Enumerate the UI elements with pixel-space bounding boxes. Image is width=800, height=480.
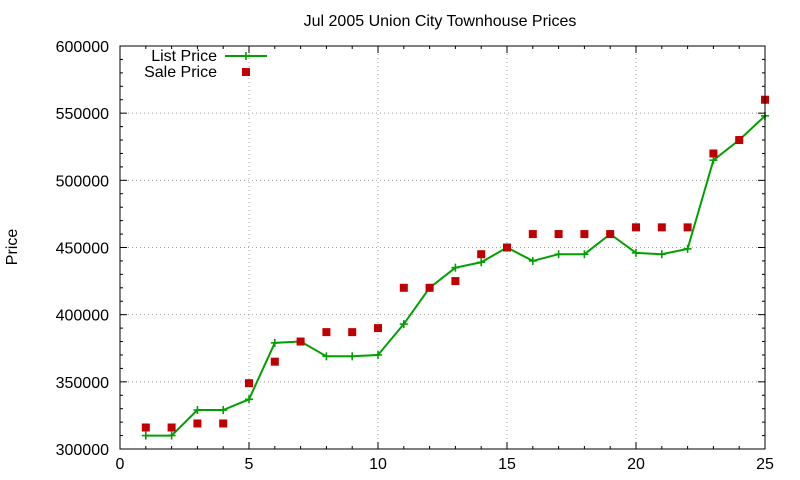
sale-price-point bbox=[374, 324, 382, 333]
list-price-point bbox=[141, 431, 150, 440]
sale-price-point bbox=[296, 337, 305, 346]
sale-price-point bbox=[606, 230, 615, 239]
grid-lines bbox=[120, 46, 765, 449]
sale-price-point bbox=[219, 419, 228, 428]
legend-sale-price-swatch bbox=[242, 68, 250, 76]
list-price-point bbox=[580, 250, 589, 259]
sale-price-point bbox=[425, 283, 434, 292]
y-tick-label: 500000 bbox=[56, 173, 109, 190]
list-price-line bbox=[145, 115, 766, 437]
sale-price-point bbox=[141, 423, 150, 432]
list-price-point bbox=[554, 250, 563, 259]
list-price-point bbox=[322, 352, 331, 361]
list-price-point bbox=[245, 395, 253, 404]
x-tick-label: 5 bbox=[245, 456, 254, 473]
x-tick-label: 0 bbox=[116, 456, 125, 473]
x-tick-label: 25 bbox=[756, 456, 774, 473]
legend-list-price-label: List Price bbox=[151, 48, 217, 65]
list-price-point bbox=[348, 352, 357, 361]
sale-price-point bbox=[167, 423, 176, 432]
series-layer bbox=[141, 95, 769, 440]
sale-price-point bbox=[503, 243, 511, 252]
y-tick-label: 600000 bbox=[56, 39, 109, 56]
sale-price-point bbox=[735, 136, 744, 145]
sale-price-point bbox=[683, 223, 692, 232]
list-price-point bbox=[477, 258, 486, 267]
list-price-point bbox=[528, 256, 537, 265]
sale-price-point bbox=[451, 277, 460, 286]
plot-frame bbox=[119, 45, 766, 450]
list-price-point bbox=[399, 320, 408, 329]
sale-price-point bbox=[348, 328, 357, 337]
y-tick-label: 300000 bbox=[56, 442, 109, 459]
sale-price-point bbox=[270, 357, 279, 366]
list-price-point bbox=[193, 406, 202, 415]
list-price-point bbox=[219, 406, 228, 415]
y-tick-label: 350000 bbox=[56, 375, 109, 392]
sale-price-point bbox=[528, 230, 537, 239]
x-tick-label: 15 bbox=[498, 456, 516, 473]
list-price-point bbox=[683, 244, 692, 253]
sale-price-point bbox=[709, 149, 718, 158]
y-axis-label: Price bbox=[4, 229, 21, 266]
list-price-point bbox=[374, 350, 382, 359]
sale-price-point bbox=[632, 223, 640, 232]
sale-price-point bbox=[399, 283, 408, 292]
y-tick-label: 550000 bbox=[56, 106, 109, 123]
sale-price-point bbox=[193, 419, 202, 428]
axis-ticks: 0 5 10 15 20 25 300000 350000 400000 450000 500000… bbox=[56, 39, 774, 473]
list-price-point bbox=[632, 248, 640, 257]
sale-price-point bbox=[322, 328, 331, 337]
list-price-point bbox=[657, 250, 666, 259]
sale-price-point bbox=[657, 223, 666, 232]
sale-price-point bbox=[580, 230, 589, 239]
x-tick-label: 20 bbox=[627, 456, 645, 473]
sale-price-point bbox=[554, 230, 563, 239]
sale-price-point bbox=[245, 379, 253, 388]
x-tick-label: 10 bbox=[369, 456, 387, 473]
y-tick-label: 400000 bbox=[56, 308, 109, 325]
list-price-point bbox=[709, 156, 718, 165]
chart-title: Jul 2005 Union City Townhouse Prices bbox=[304, 13, 577, 30]
sale-price-point bbox=[477, 250, 486, 259]
list-price-point bbox=[167, 431, 176, 440]
list-price-point bbox=[451, 263, 460, 272]
list-price-point bbox=[270, 338, 279, 347]
legend-sale-price-label: Sale Price bbox=[144, 64, 217, 81]
y-tick-label: 450000 bbox=[56, 241, 109, 258]
